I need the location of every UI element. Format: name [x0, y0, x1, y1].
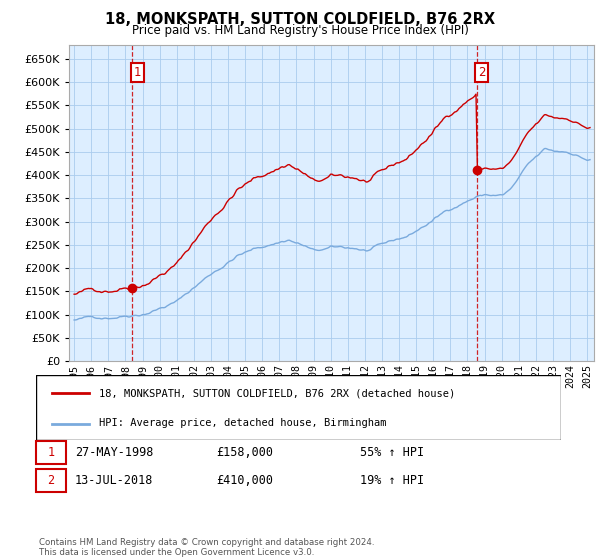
- Text: 27-MAY-1998: 27-MAY-1998: [75, 446, 154, 459]
- Text: 18, MONKSPATH, SUTTON COLDFIELD, B76 2RX (detached house): 18, MONKSPATH, SUTTON COLDFIELD, B76 2RX…: [99, 388, 455, 398]
- Text: 2: 2: [478, 66, 485, 79]
- Text: £410,000: £410,000: [216, 474, 273, 487]
- Text: 2: 2: [47, 474, 55, 487]
- Text: Contains HM Land Registry data © Crown copyright and database right 2024.
This d: Contains HM Land Registry data © Crown c…: [39, 538, 374, 557]
- Text: 1: 1: [134, 66, 141, 79]
- Text: 55% ↑ HPI: 55% ↑ HPI: [360, 446, 424, 459]
- Text: £158,000: £158,000: [216, 446, 273, 459]
- Text: 1: 1: [47, 446, 55, 459]
- Text: HPI: Average price, detached house, Birmingham: HPI: Average price, detached house, Birm…: [99, 418, 386, 428]
- Text: 18, MONKSPATH, SUTTON COLDFIELD, B76 2RX: 18, MONKSPATH, SUTTON COLDFIELD, B76 2RX: [105, 12, 495, 27]
- Text: 13-JUL-2018: 13-JUL-2018: [75, 474, 154, 487]
- Text: Price paid vs. HM Land Registry's House Price Index (HPI): Price paid vs. HM Land Registry's House …: [131, 24, 469, 37]
- Text: 19% ↑ HPI: 19% ↑ HPI: [360, 474, 424, 487]
